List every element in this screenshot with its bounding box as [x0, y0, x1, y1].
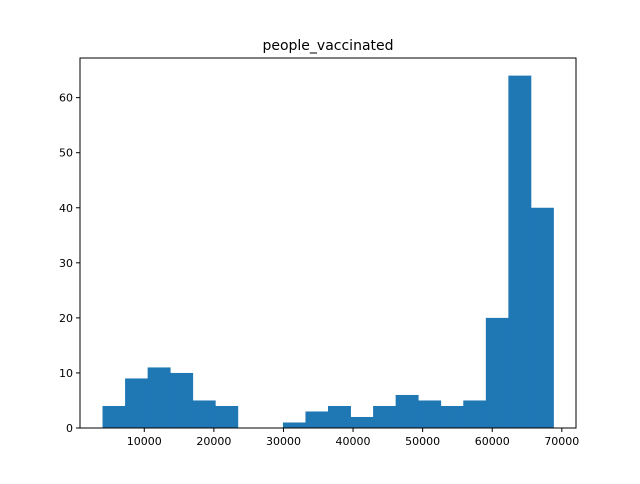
histogram-bar: [373, 405, 397, 428]
y-axis: 0 10 20 30 40 50 60: [59, 92, 80, 435]
histogram-bar: [147, 367, 171, 428]
histogram-bar: [125, 378, 149, 428]
histogram-bar: [440, 405, 464, 428]
bars-group: [102, 75, 554, 428]
histogram-bar: [350, 416, 374, 428]
y-tick-label: 30: [59, 257, 73, 270]
x-tick-label: 50000: [405, 435, 440, 448]
x-tick-label: 60000: [475, 435, 510, 448]
histogram-bar: [530, 207, 554, 428]
x-tick-label: 30000: [266, 435, 301, 448]
x-tick-label: 20000: [196, 435, 231, 448]
histogram-bar: [508, 75, 532, 428]
plot-frame: [79, 57, 577, 429]
histogram-bar: [282, 422, 306, 428]
histogram-bar: [215, 405, 239, 428]
x-tick-label: 10000: [127, 435, 162, 448]
histogram-bar: [170, 372, 194, 428]
histogram-bar: [485, 317, 509, 428]
y-tick-label: 20: [59, 312, 73, 325]
histogram-bar: [328, 405, 351, 428]
histogram-bar: [102, 405, 126, 428]
y-tick-label: 50: [59, 147, 73, 160]
histogram-bar: [463, 400, 487, 428]
x-axis: 10000 20000 30000 40000 50000 60000 70000: [127, 428, 579, 448]
y-tick-label: 60: [59, 92, 73, 105]
y-tick-label: 10: [59, 367, 73, 380]
histogram-bar: [395, 394, 419, 428]
x-tick-label: 40000: [336, 435, 371, 448]
chart-title: people_vaccinated: [262, 38, 393, 54]
x-tick-label: 70000: [544, 435, 579, 448]
histogram-bar: [192, 400, 216, 428]
histogram-bar: [418, 400, 442, 428]
histogram-bar: [305, 411, 329, 428]
y-tick-label: 40: [59, 202, 73, 215]
y-tick-label: 0: [66, 422, 73, 435]
